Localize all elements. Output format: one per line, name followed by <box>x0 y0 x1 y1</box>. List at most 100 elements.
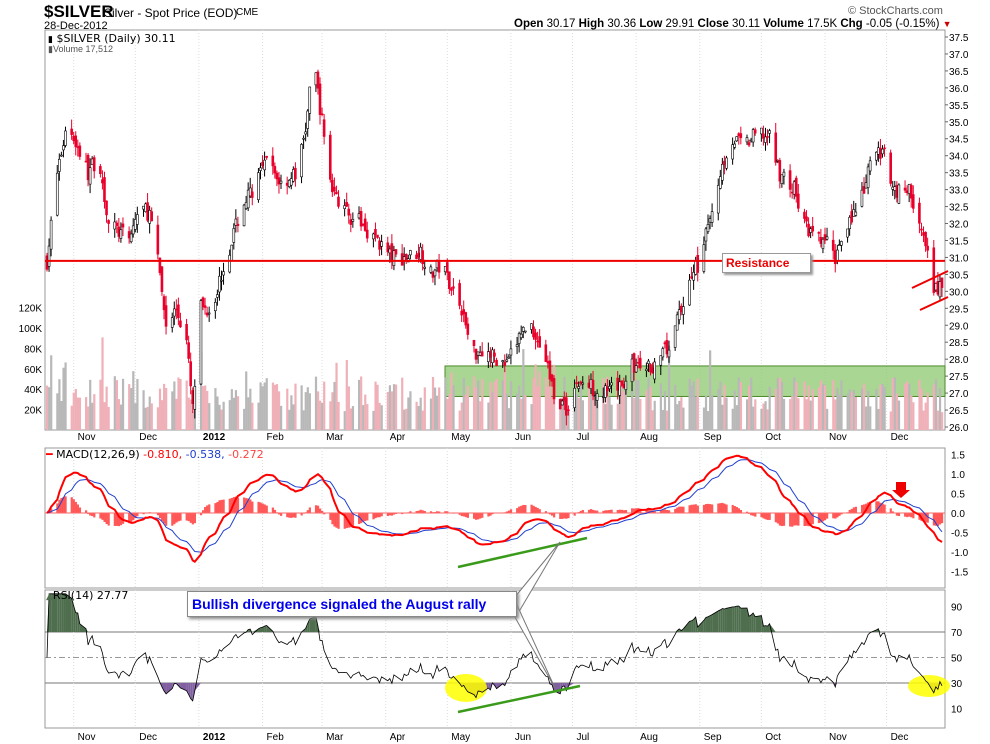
macd-hist-bar <box>409 511 412 513</box>
candle-body <box>248 187 252 197</box>
macd-hist-bar <box>507 510 511 513</box>
chg-value: -0.05 (-0.15%) <box>865 18 940 30</box>
volume-bar <box>596 401 599 430</box>
volume-bar <box>50 355 53 430</box>
macd-hist-bar <box>821 513 825 522</box>
candle-body <box>735 136 739 142</box>
rsi-overbought-fill <box>691 619 694 632</box>
rsi-overbought-fill <box>726 606 733 632</box>
volume-bar <box>386 391 389 430</box>
macd-hist-bar <box>768 513 771 520</box>
macd-hist-bar <box>472 513 476 519</box>
rsi-overbought-fill <box>260 627 263 632</box>
candle-body <box>285 182 289 186</box>
macd-hist-bar <box>836 513 839 518</box>
volume-bar <box>610 404 613 430</box>
candle-body <box>64 130 67 146</box>
macd-hist-bar <box>115 513 118 526</box>
macd-hist-bar <box>345 513 348 529</box>
candle-body <box>647 360 650 364</box>
volume-bar <box>690 385 693 430</box>
macd-hist-bar <box>273 509 277 513</box>
volume-bar <box>941 412 944 430</box>
month-label: May <box>451 732 470 743</box>
high-label: High <box>578 18 605 30</box>
volume-bar <box>286 388 289 430</box>
volume-bar <box>897 400 901 430</box>
candle-body <box>694 260 697 275</box>
price-tick-label: 28.5 <box>949 338 969 349</box>
volume-bar <box>904 383 907 430</box>
macd-hist-bar <box>417 510 420 513</box>
candle-body <box>760 127 763 135</box>
candle-body <box>546 361 550 364</box>
candle-body <box>386 242 390 253</box>
volume-bar <box>121 378 125 430</box>
macd-hist-bar <box>234 496 238 513</box>
candle-body <box>817 232 821 234</box>
rsi-overbought-fill <box>51 593 58 632</box>
volume-bar <box>208 403 211 430</box>
volume-bar <box>719 381 722 430</box>
volume-bar <box>444 377 447 430</box>
macd-hist-bar <box>343 513 346 529</box>
macd-hist-bar <box>265 505 268 513</box>
macd-hist-bar <box>85 510 88 513</box>
macd-hist-bar <box>349 513 353 528</box>
candle-body <box>448 271 451 290</box>
candle-body <box>435 260 439 269</box>
volume-bar <box>682 407 685 430</box>
volume-bar <box>132 371 135 430</box>
macd-hist-bar <box>592 509 595 513</box>
volume-bar <box>748 385 751 430</box>
candle-body <box>316 71 320 89</box>
volume-bar <box>809 400 812 430</box>
macd-trend-line <box>457 536 588 569</box>
macd-hist-bar <box>934 513 938 526</box>
macd-hist-bar <box>292 513 295 518</box>
candle-body <box>661 348 665 358</box>
volume-bar <box>649 386 652 430</box>
macd-hist-bar <box>165 513 168 526</box>
volume-bar <box>423 387 426 430</box>
candle-body <box>936 280 940 295</box>
volume-bar <box>776 377 779 430</box>
candle-body <box>875 151 878 161</box>
macd-hist-bar <box>764 513 767 520</box>
rsi-overbought-fill <box>751 612 754 632</box>
macd-hist-bar <box>189 513 192 523</box>
macd-hist-bar <box>271 507 275 513</box>
open-value: 30.17 <box>546 18 576 30</box>
volume-bar <box>407 397 410 430</box>
candle-body <box>509 348 513 356</box>
macd-hist-bar <box>550 513 554 516</box>
volume-bar <box>351 406 355 430</box>
volume-bar <box>717 389 720 430</box>
volume-bar <box>834 399 837 430</box>
volume-bar <box>592 385 595 430</box>
macd-hist-bar <box>156 513 160 516</box>
candle-body <box>782 171 786 177</box>
candle-body <box>538 336 541 348</box>
volume-bar <box>160 400 164 430</box>
macd-hist-bar <box>247 498 250 513</box>
volume-bar <box>659 383 662 430</box>
volume-bar <box>405 408 408 430</box>
month-label: Nov <box>829 732 847 743</box>
candle-body <box>620 380 624 386</box>
volume-bar <box>308 393 311 430</box>
macd-hist-bar <box>191 513 194 525</box>
macd-hist-bar <box>602 510 605 513</box>
candle-body <box>866 166 870 188</box>
candle-body <box>807 223 810 237</box>
macd-hist-bar <box>538 509 541 513</box>
volume-bar <box>702 407 706 430</box>
volume-bar <box>364 394 367 430</box>
candle-body <box>187 342 190 359</box>
volume-bar <box>119 404 123 430</box>
volume-bar <box>103 402 106 430</box>
candle-body <box>99 166 102 175</box>
candle-body <box>156 224 160 255</box>
candle-body <box>78 145 82 157</box>
volume-bar <box>680 397 683 430</box>
